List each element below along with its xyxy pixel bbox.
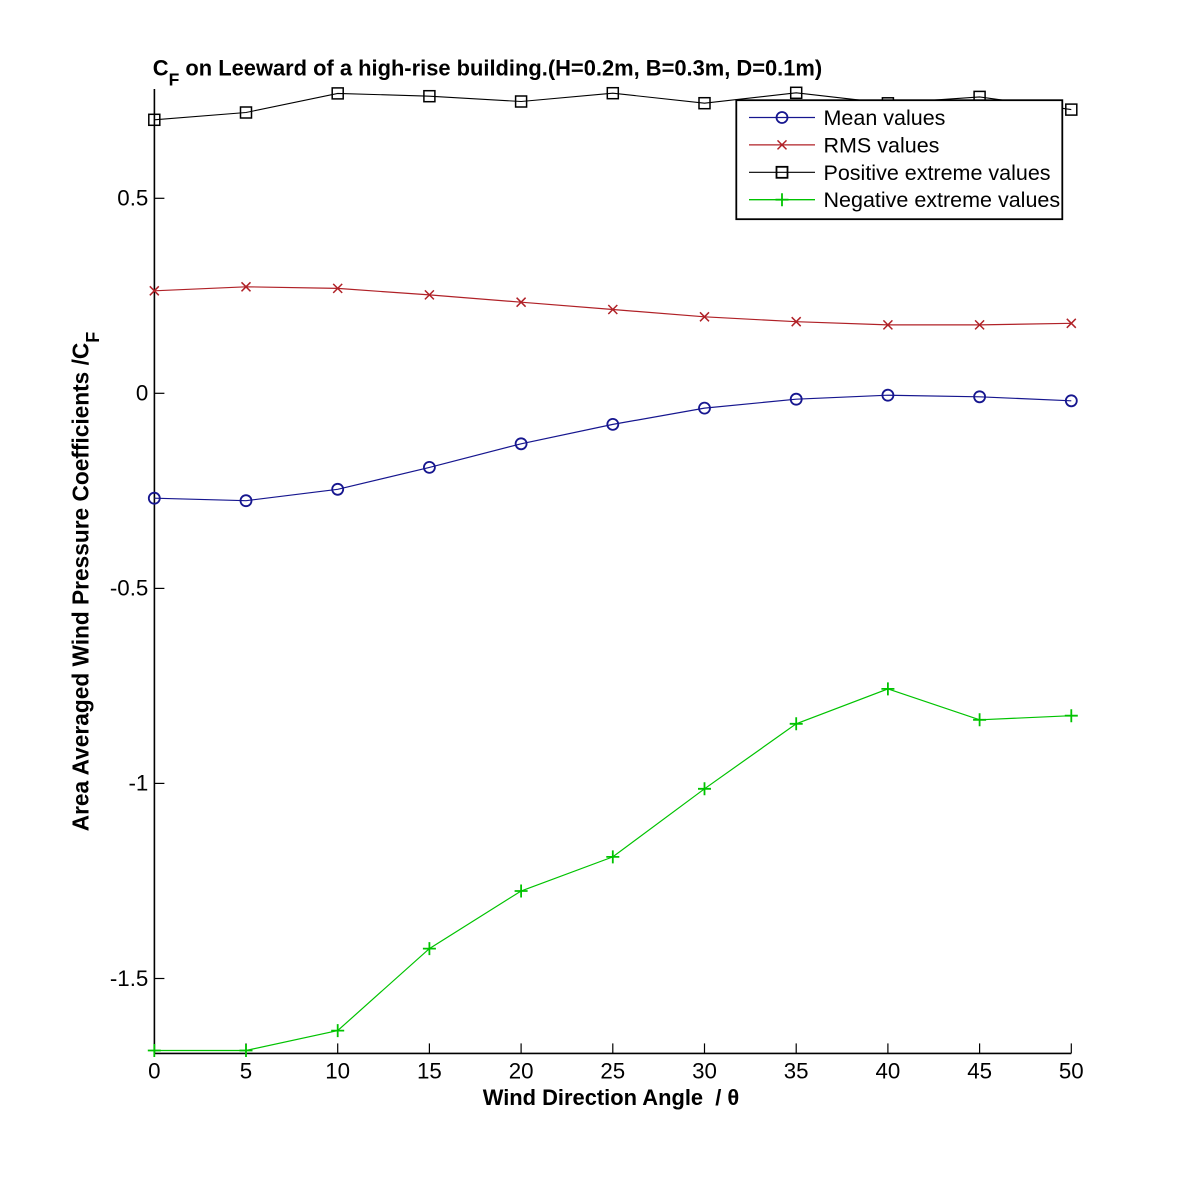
svg-text:Mean values: Mean values [824,106,946,130]
svg-text:-1: -1 [128,771,148,796]
svg-text:10: 10 [325,1059,350,1084]
svg-text:35: 35 [784,1059,809,1084]
svg-text:Negative extreme values: Negative extreme values [824,188,1061,212]
svg-text:30: 30 [692,1059,717,1084]
svg-text:RMS values: RMS values [824,133,940,157]
svg-text:0: 0 [136,381,148,406]
svg-text:0: 0 [148,1059,160,1084]
svg-text:0.5: 0.5 [117,186,148,211]
svg-text:-0.5: -0.5 [110,576,148,601]
svg-text:25: 25 [600,1059,625,1084]
svg-text:Wind Direction Angle / θ: Wind Direction Angle / θ [483,1085,740,1110]
svg-text:5: 5 [240,1059,252,1084]
svg-text:50: 50 [1059,1059,1084,1084]
svg-text:-1.5: -1.5 [110,966,148,991]
svg-text:Positive extreme values: Positive extreme values [824,161,1051,185]
svg-text:15: 15 [417,1059,442,1084]
svg-text:20: 20 [509,1059,534,1084]
svg-text:40: 40 [875,1059,900,1084]
svg-text:45: 45 [967,1059,992,1084]
